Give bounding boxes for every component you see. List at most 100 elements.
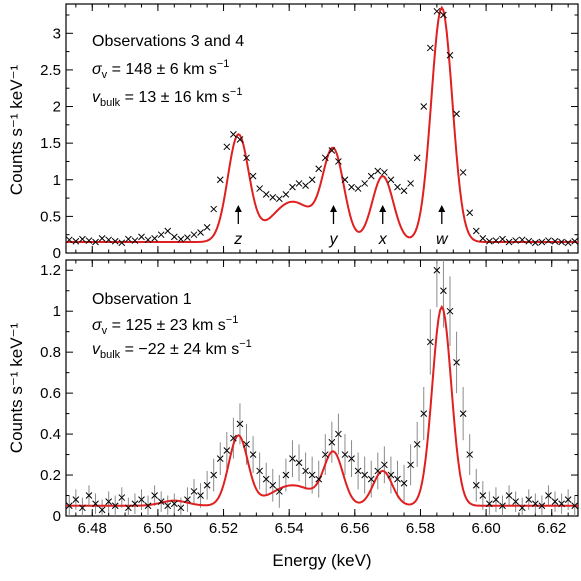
data-point xyxy=(302,467,309,475)
data-point xyxy=(85,237,93,244)
data-point xyxy=(256,467,263,475)
data-point xyxy=(125,235,132,243)
data-point xyxy=(505,238,513,246)
data-point xyxy=(236,420,244,428)
data-point xyxy=(236,136,244,143)
bottom-annotation-sigma: σv = 125 ± 23 km s−1 xyxy=(92,314,238,337)
data-point xyxy=(381,461,388,469)
data-point xyxy=(531,239,539,247)
data-point xyxy=(111,502,119,510)
data-point xyxy=(571,237,579,245)
data-point xyxy=(466,209,474,217)
data-point xyxy=(551,498,559,506)
line-marker-label: w xyxy=(436,231,449,248)
bottom-bulk-sub: bulk xyxy=(100,349,121,361)
data-point xyxy=(551,237,559,245)
top-bulk-sub: bulk xyxy=(100,97,121,109)
data-point xyxy=(177,504,185,512)
data-point xyxy=(348,183,355,191)
data-point xyxy=(387,471,395,479)
data-point xyxy=(243,440,250,448)
data-point xyxy=(308,471,316,479)
data-point xyxy=(472,481,480,489)
data-point xyxy=(400,187,408,195)
data-point xyxy=(190,488,198,495)
data-point xyxy=(440,11,447,19)
data-point xyxy=(118,494,126,501)
data-point xyxy=(210,205,218,213)
data-point xyxy=(420,103,428,110)
data-point xyxy=(197,492,204,499)
data-point xyxy=(203,481,211,489)
data-point xyxy=(197,229,204,236)
y-tick-label: 0.4 xyxy=(40,426,61,443)
data-point xyxy=(354,185,362,192)
top-annotation-bulk: vbulk = 13 ± 16 km s−1 xyxy=(92,86,242,109)
data-point xyxy=(492,496,500,503)
data-point xyxy=(79,235,86,243)
data-point xyxy=(545,237,552,244)
bottom-ticks: 6.48 6.50 6.52 6.54 6.56 6.58 6.60 6.62 0 0.2 0.4 0… xyxy=(40,260,578,537)
data-point xyxy=(525,496,533,503)
y-tick-label: 2 xyxy=(53,99,61,116)
data-point xyxy=(184,496,191,503)
x-tick-label: 6.60 xyxy=(472,520,501,537)
data-point xyxy=(92,238,99,246)
top-bulk-symbol: v xyxy=(92,89,101,106)
data-point xyxy=(262,191,270,198)
data-point xyxy=(374,467,382,475)
y-tick-label: 1 xyxy=(53,303,61,320)
bottom-sigma-sub: v xyxy=(102,325,108,337)
data-point xyxy=(131,500,139,508)
data-point xyxy=(289,455,296,463)
data-point xyxy=(243,154,250,162)
data-point xyxy=(335,158,342,165)
data-point xyxy=(479,492,487,499)
data-point xyxy=(190,231,198,239)
data-point xyxy=(505,492,513,499)
data-point xyxy=(518,504,526,512)
data-point xyxy=(499,502,506,510)
data-point xyxy=(571,502,579,510)
data-point xyxy=(289,183,296,191)
data-point xyxy=(65,502,73,510)
y-tick-label: 0.6 xyxy=(40,385,61,402)
data-point xyxy=(138,233,145,241)
data-point xyxy=(170,500,178,508)
data-point xyxy=(321,154,329,162)
data-point xyxy=(564,496,572,503)
data-point xyxy=(131,237,139,244)
data-point xyxy=(433,266,441,274)
data-point xyxy=(216,176,224,184)
data-point xyxy=(361,180,369,187)
data-point xyxy=(230,131,237,138)
bottom-bulk-exp: −1 xyxy=(239,338,252,350)
data-point xyxy=(79,504,86,512)
bottom-model-curve xyxy=(66,305,578,507)
data-point xyxy=(472,227,480,235)
data-point xyxy=(394,475,401,483)
data-point xyxy=(262,475,270,483)
data-point xyxy=(151,234,158,242)
data-point xyxy=(486,500,493,508)
data-point xyxy=(144,236,152,244)
data-point xyxy=(249,451,257,458)
data-point xyxy=(105,498,113,506)
line-marker-label: y xyxy=(328,231,338,248)
line-marker-arrowhead xyxy=(379,205,387,212)
data-point xyxy=(210,471,218,479)
data-point xyxy=(387,176,395,184)
data-point xyxy=(394,183,401,191)
y-tick-label: 0.8 xyxy=(40,344,61,361)
y-tick-label: 0.5 xyxy=(40,208,61,225)
bottom-bulk-symbol: v xyxy=(92,341,101,358)
bottom-sigma-value: = 125 ± 23 km s xyxy=(107,317,226,334)
data-point xyxy=(282,471,290,479)
data-point xyxy=(538,238,546,246)
data-point xyxy=(545,492,552,499)
x-tick-label: 6.54 xyxy=(275,520,304,537)
top-panel: 0 0.5 1 1.5 2 2.5 3 z y x w Counts s⁻¹ keV⁻¹ Obse… xyxy=(7,3,579,262)
top-annotation-sigma: σv = 148 ± 6 km s−1 xyxy=(92,58,229,81)
data-point xyxy=(381,169,388,176)
data-point xyxy=(459,169,467,176)
